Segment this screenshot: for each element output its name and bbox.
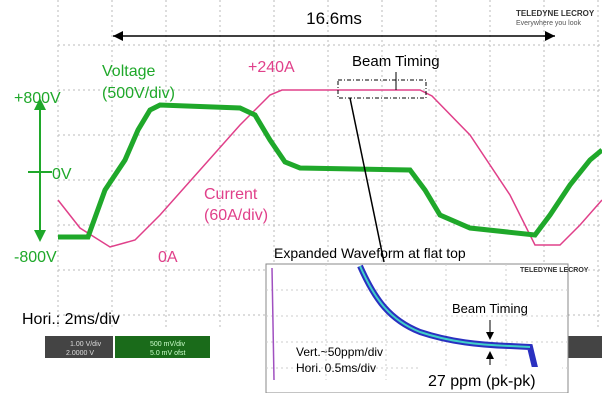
ch1-scale: 1.00 V/div — [70, 341, 102, 348]
brand: TELEDYNE LECROY — [516, 9, 595, 18]
ch2-scale: 500 mV/div — [150, 341, 186, 348]
ch2-offset: 5.0 mV ofst — [150, 350, 185, 357]
peak-current: +240A — [248, 59, 295, 76]
voltage-scale: (500V/div) — [102, 85, 175, 102]
page: 16.6ms TELEDYNE LECROY Everywhere you lo… — [0, 0, 602, 398]
v-pos: +800V — [14, 90, 61, 107]
voltage-label: Voltage — [102, 63, 155, 80]
inset-vert: Vert.~50ppm/div — [296, 345, 383, 359]
v-neg: -800V — [14, 249, 57, 266]
brand-sub: Everywhere you look — [516, 20, 581, 27]
current-scale: (60A/div) — [204, 207, 268, 224]
inset-hori: Hori. 0.5ms/div — [296, 361, 376, 375]
figure: 16.6ms TELEDYNE LECROY Everywhere you lo… — [0, 0, 602, 393]
inset-beam-timing: Beam Timing — [452, 301, 528, 316]
inset-ripple: 27 ppm (pk-pk) — [428, 373, 536, 390]
inset-brand: TELEDYNE LECROY — [520, 267, 589, 274]
v-zero: 0V — [52, 166, 72, 183]
i-zero: 0A — [158, 249, 178, 266]
period-label: 16.6ms — [306, 9, 362, 28]
beam-timing: Beam Timing — [352, 53, 440, 70]
hori-label: Hori.: 2ms/div — [22, 311, 120, 328]
inset-title: Expanded Waveform at flat top — [274, 245, 466, 261]
inset: TELEDYNE LECROY Beam Timing Vert.~50ppm/… — [266, 264, 589, 393]
ch1-offset: 2.0000 V — [66, 350, 94, 357]
current-label: Current — [204, 186, 258, 203]
